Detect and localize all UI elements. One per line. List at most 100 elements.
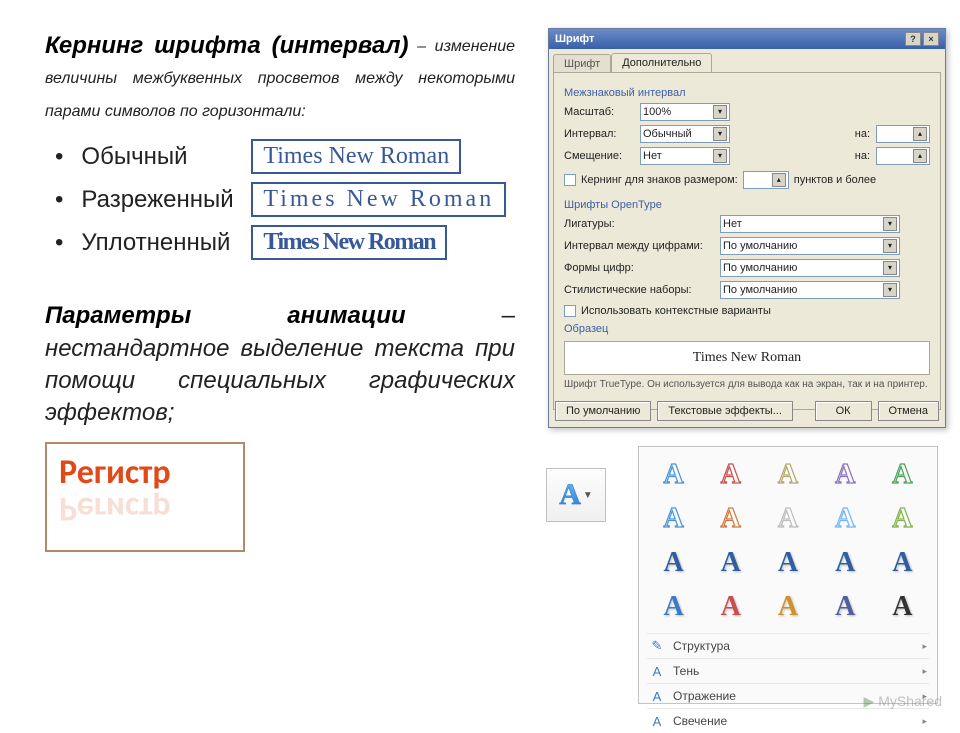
anim-title: Параметры анимации: [45, 302, 406, 329]
dialog-body: Межзнаковый интервал Масштаб: 100%▾ Инте…: [553, 72, 941, 410]
kerning-title: Кернинг шрифта (интервал): [45, 32, 409, 59]
tab-advanced[interactable]: Дополнительно: [611, 53, 712, 72]
font-hint: Шрифт TrueType. Он используется для выво…: [564, 379, 930, 390]
register-reflection: Регистр: [59, 488, 171, 529]
dropdown-icon: ▾: [883, 239, 897, 253]
effect-cell[interactable]: A: [819, 587, 872, 627]
kern-item-condensed: Уплотненный Times New Roman: [45, 225, 515, 260]
kerning-list: Обычный Times New Roman Разреженный Time…: [45, 139, 515, 260]
numspacing-select[interactable]: По умолчанию▾: [720, 237, 900, 255]
cancel-button[interactable]: Отмена: [878, 401, 939, 421]
shadow-icon: A: [649, 663, 665, 679]
kern-item-expanded: Разреженный Times New Roman: [45, 182, 515, 217]
dropdown-icon: ▾: [713, 105, 727, 119]
effect-cell[interactable]: A: [704, 455, 757, 495]
group-opentype-title: Шрифты OpenType: [564, 199, 930, 211]
position-by-label: на:: [855, 150, 870, 162]
dropdown-icon: ▾: [883, 261, 897, 275]
kerning-suffix: пунктов и более: [794, 174, 876, 186]
numforms-label: Формы цифр:: [564, 262, 714, 274]
menu-shadow[interactable]: A Тень ▸: [647, 658, 929, 683]
contextual-label: Использовать контекстные варианты: [581, 305, 771, 317]
glow-icon: A: [649, 713, 665, 729]
help-button[interactable]: ?: [905, 32, 921, 46]
effect-cell[interactable]: A: [819, 543, 872, 583]
ligatures-select[interactable]: Нет▾: [720, 215, 900, 233]
position-select[interactable]: Нет▾: [640, 147, 730, 165]
register-box: Регистр Регистр: [45, 442, 245, 552]
text-effects-button[interactable]: Текстовые эффекты...: [657, 401, 793, 421]
spacing-by-label: на:: [855, 128, 870, 140]
kern-item-normal: Обычный Times New Roman: [45, 139, 515, 174]
dialog-titlebar[interactable]: Шрифт ? ×: [549, 29, 945, 49]
dialog-title: Шрифт: [555, 33, 594, 45]
dialog-tabs: Шрифт Дополнительно: [549, 49, 945, 72]
text-effects-icon: A: [559, 478, 581, 512]
effect-cell[interactable]: A: [761, 455, 814, 495]
anim-heading: Параметры анимации – нестандартное выдел…: [45, 300, 515, 430]
dropdown-icon: ▾: [883, 217, 897, 231]
close-button[interactable]: ×: [923, 32, 939, 46]
numforms-select[interactable]: По умолчанию▾: [720, 259, 900, 277]
effect-cell[interactable]: A: [819, 499, 872, 539]
menu-outline[interactable]: ✎ Структура ▸: [647, 633, 929, 658]
ligatures-label: Лигатуры:: [564, 218, 714, 230]
effect-cell[interactable]: A: [819, 455, 872, 495]
chevron-right-icon: ▸: [922, 666, 927, 677]
effect-cell[interactable]: A: [876, 499, 929, 539]
dropdown-icon: ▾: [883, 283, 897, 297]
kerning-heading: Кернинг шрифта (интервал) – изменение ве…: [45, 30, 515, 127]
play-icon: ▶: [864, 693, 875, 709]
effect-cell[interactable]: A: [647, 587, 700, 627]
effect-cell[interactable]: A: [647, 499, 700, 539]
font-dialog: Шрифт ? × Шрифт Дополнительно Межзнаковы…: [548, 28, 946, 428]
dropdown-icon: ▾: [713, 127, 727, 141]
text-effects-gallery: AAAAAAAAAAAAAAAAAAAA ✎ Структура ▸ A Тен…: [638, 446, 938, 704]
contextual-checkbox[interactable]: [564, 305, 576, 317]
ok-button[interactable]: ОК: [815, 401, 872, 421]
effects-grid: AAAAAAAAAAAAAAAAAAAA: [647, 455, 929, 627]
numspacing-label: Интервал между цифрами:: [564, 240, 714, 252]
kerning-check-label: Кернинг для знаков размером:: [581, 174, 738, 186]
stylistic-select[interactable]: По умолчанию▾: [720, 281, 900, 299]
effect-cell[interactable]: A: [647, 455, 700, 495]
default-button[interactable]: По умолчанию: [555, 401, 651, 421]
effect-cell[interactable]: A: [876, 587, 929, 627]
text-effects-dropdown-button[interactable]: A ▼: [546, 468, 606, 522]
effect-cell[interactable]: A: [761, 543, 814, 583]
effect-cell[interactable]: A: [704, 499, 757, 539]
position-by-value[interactable]: ▴: [876, 147, 930, 165]
watermark: ▶ MyShared: [864, 693, 942, 710]
effect-cell[interactable]: A: [876, 455, 929, 495]
stylistic-label: Стилистические наборы:: [564, 284, 714, 296]
position-label: Смещение:: [564, 150, 634, 162]
preview-box: Times New Roman: [564, 341, 930, 375]
spinner-icon: ▴: [772, 173, 786, 187]
chevron-right-icon: ▸: [922, 641, 927, 652]
preview-title: Образец: [564, 323, 930, 335]
sample-normal: Times New Roman: [251, 139, 461, 174]
reflection-icon: A: [649, 688, 665, 704]
kerning-checkbox[interactable]: [564, 174, 576, 186]
spacing-label: Интервал:: [564, 128, 634, 140]
effect-cell[interactable]: A: [761, 499, 814, 539]
effect-cell[interactable]: A: [647, 543, 700, 583]
dialog-button-row: По умолчанию Текстовые эффекты... ОК Отм…: [555, 401, 939, 421]
scale-select[interactable]: 100%▾: [640, 103, 730, 121]
effect-cell[interactable]: A: [704, 543, 757, 583]
sample-condensed: Times New Roman: [251, 225, 447, 260]
spacing-select[interactable]: Обычный▾: [640, 125, 730, 143]
group-spacing-title: Межзнаковый интервал: [564, 87, 930, 99]
effect-cell[interactable]: A: [704, 587, 757, 627]
menu-glow[interactable]: A Свечение ▸: [647, 708, 929, 733]
scale-label: Масштаб:: [564, 106, 634, 118]
effect-cell[interactable]: A: [761, 587, 814, 627]
dropdown-icon: ▾: [713, 149, 727, 163]
sample-expanded: Times New Roman: [251, 182, 506, 217]
chevron-down-icon: ▼: [583, 490, 593, 501]
tab-font[interactable]: Шрифт: [553, 54, 611, 73]
chevron-right-icon: ▸: [922, 716, 927, 727]
kerning-points[interactable]: ▴: [743, 171, 789, 189]
spacing-by-value[interactable]: ▴: [876, 125, 930, 143]
effect-cell[interactable]: A: [876, 543, 929, 583]
